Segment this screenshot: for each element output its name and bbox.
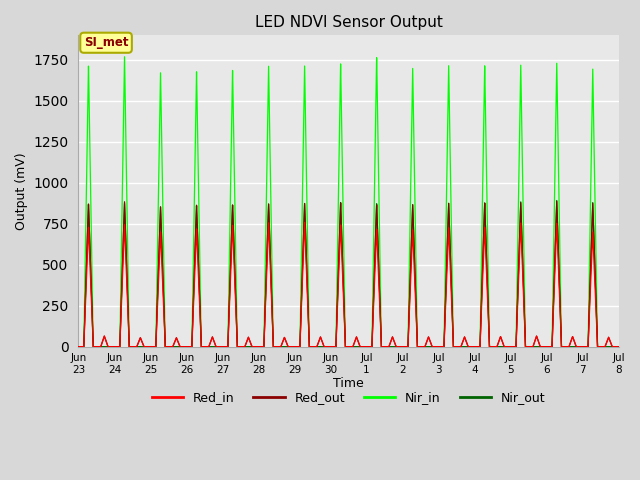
X-axis label: Time: Time [333, 377, 364, 390]
Text: SI_met: SI_met [84, 36, 128, 49]
Y-axis label: Output (mV): Output (mV) [15, 152, 28, 230]
Legend: Red_in, Red_out, Nir_in, Nir_out: Red_in, Red_out, Nir_in, Nir_out [147, 386, 550, 409]
Title: LED NDVI Sensor Output: LED NDVI Sensor Output [255, 15, 442, 30]
